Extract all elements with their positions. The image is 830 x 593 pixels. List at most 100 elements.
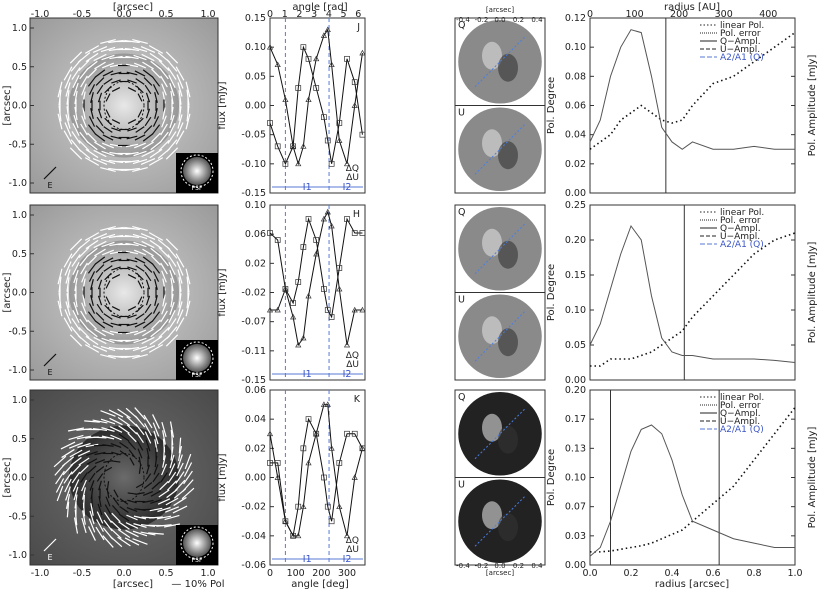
north-arrow bbox=[43, 166, 57, 180]
series-line-q-ampl bbox=[589, 224, 796, 363]
polarization-vector bbox=[64, 74, 72, 89]
polarization-vector bbox=[136, 304, 144, 313]
polarization-vector bbox=[87, 76, 97, 87]
series-line-du bbox=[269, 45, 363, 166]
polarization-vector bbox=[71, 131, 81, 144]
polarization-vector bbox=[104, 511, 112, 524]
polarization-vector bbox=[126, 416, 138, 427]
polarization-vector bbox=[124, 346, 140, 351]
polarization-vector bbox=[85, 443, 99, 448]
polarization-vector bbox=[169, 454, 175, 469]
qu-lobe bbox=[498, 141, 518, 170]
polarization-vector bbox=[160, 262, 168, 275]
polarization-vector bbox=[124, 354, 140, 359]
data-point-dq bbox=[343, 341, 351, 348]
polarization-vector bbox=[103, 313, 113, 320]
polarization-vector bbox=[109, 242, 123, 247]
data-point-dq bbox=[266, 430, 274, 437]
polarization-vector bbox=[125, 338, 139, 343]
data-point-du bbox=[300, 44, 307, 51]
polarization-vector bbox=[133, 54, 147, 61]
polarization-vector bbox=[137, 448, 143, 459]
polarization-vector bbox=[78, 326, 90, 339]
legend-entry: ΔQ bbox=[346, 164, 359, 174]
data-point-dq bbox=[336, 285, 343, 292]
y-tick-label: 0.17 bbox=[565, 414, 586, 425]
qu-tick-top: -0.4 bbox=[456, 16, 470, 24]
polarization-vector bbox=[101, 329, 115, 336]
y-tick-label: 0.20 bbox=[565, 235, 586, 246]
y-tick-label: 0.5 bbox=[12, 434, 27, 445]
y-tick-label: 0.04 bbox=[565, 130, 586, 141]
east-label: E bbox=[47, 553, 52, 562]
polarization-vector bbox=[84, 45, 100, 54]
qu-label: Q bbox=[458, 207, 465, 218]
data-point-du bbox=[324, 307, 331, 313]
polarization-vector bbox=[127, 127, 137, 132]
y-tick-label: -1.0 bbox=[8, 365, 27, 376]
data-point-du bbox=[328, 160, 335, 167]
polarization-vector bbox=[73, 301, 79, 316]
polarization-vector bbox=[63, 130, 73, 145]
data-point-du bbox=[359, 131, 366, 138]
polarization-vector bbox=[87, 124, 97, 135]
legend-entry: Pol. error bbox=[720, 401, 761, 411]
polarization-vector bbox=[108, 226, 124, 231]
polarization-vector bbox=[125, 522, 139, 529]
polarization-vector bbox=[82, 107, 86, 120]
legend-entry: U−Ampl. bbox=[720, 45, 760, 55]
polarization-vector bbox=[127, 87, 137, 92]
polarization-vector bbox=[72, 309, 80, 324]
polarization-vector bbox=[105, 280, 111, 289]
polarization-vector bbox=[95, 125, 105, 134]
interval-label: I1 bbox=[303, 182, 312, 193]
data-point-du bbox=[305, 55, 312, 62]
polarization-vector bbox=[109, 250, 123, 255]
polarization-vector bbox=[57, 300, 63, 317]
polarization-vector bbox=[151, 255, 161, 266]
qu-panel-u: U bbox=[454, 292, 546, 381]
data-point-dq bbox=[305, 459, 312, 466]
data-point-dq bbox=[290, 143, 297, 149]
polarization-vector bbox=[127, 119, 137, 124]
polarization-vector bbox=[165, 238, 179, 251]
polarization-vector bbox=[156, 524, 172, 527]
plot-frame bbox=[589, 204, 796, 381]
polarization-vector bbox=[108, 39, 124, 44]
polarization-vector bbox=[95, 526, 105, 541]
compass-arrow: E bbox=[43, 166, 57, 190]
polarization-vector bbox=[90, 503, 94, 516]
legend-entry: A2/A1 (Q) bbox=[720, 240, 764, 250]
x-tick-label-top: 0 bbox=[267, 9, 273, 20]
legend-entry: Pol. error bbox=[720, 216, 761, 226]
polarization-vector bbox=[84, 344, 100, 353]
x-tick-label-top: 1 bbox=[282, 9, 288, 20]
polarization-vector bbox=[152, 414, 160, 429]
polarization-vector bbox=[95, 312, 105, 321]
polarization-vector bbox=[71, 471, 81, 484]
polarization-vector bbox=[111, 505, 121, 514]
qu-tick-bottom: 0.4 bbox=[531, 562, 543, 570]
legend-entry: Q−Ampl. bbox=[720, 224, 761, 234]
data-point-du bbox=[359, 445, 366, 452]
polarization-vector bbox=[170, 293, 174, 308]
polarization-vector bbox=[85, 148, 99, 159]
x-tick-label-top: 400 bbox=[759, 9, 777, 20]
polarization-vector bbox=[66, 106, 70, 121]
polarization-vector bbox=[100, 345, 116, 352]
polarization-vector bbox=[136, 440, 144, 451]
polarization-vector bbox=[94, 69, 106, 78]
polarization-vector bbox=[134, 257, 146, 264]
polarization-vector bbox=[97, 295, 103, 306]
polarization-vector bbox=[126, 71, 138, 76]
polarization-vector bbox=[119, 441, 129, 450]
polarization-vector bbox=[126, 507, 138, 512]
x-tick-label-top: 200 bbox=[670, 9, 688, 20]
polarization-vector bbox=[103, 126, 113, 133]
polarization-vector bbox=[178, 293, 182, 308]
polarization-vector bbox=[89, 510, 95, 525]
polarization-vector bbox=[119, 450, 129, 457]
x-tick-label-top: -0.5 bbox=[73, 9, 92, 20]
polarization-vector bbox=[101, 427, 115, 432]
polarization-vector bbox=[177, 82, 183, 97]
